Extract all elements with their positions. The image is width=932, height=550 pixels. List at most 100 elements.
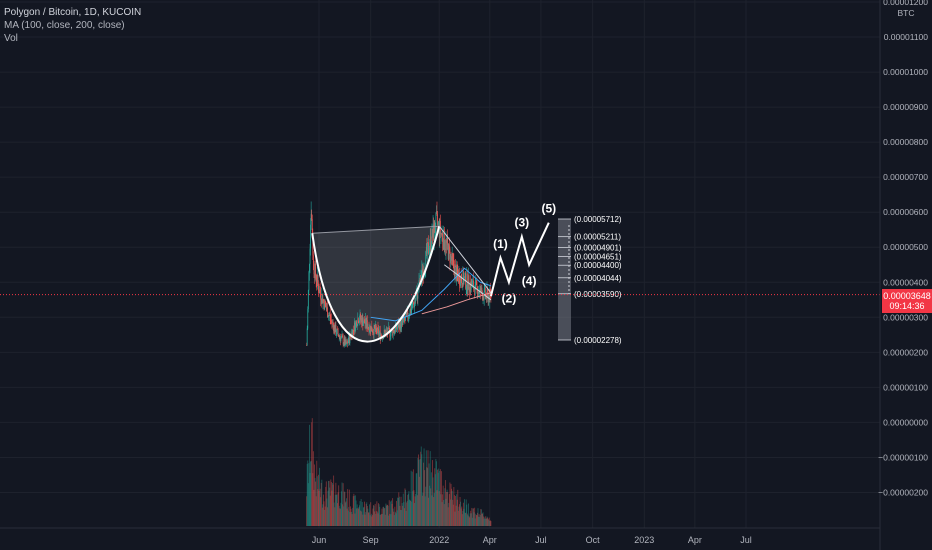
volume-bar <box>374 503 376 526</box>
candle-body <box>471 282 473 286</box>
time-axis[interactable]: Jun Sep 2022 Apr Jul Oct 2023 Apr Jul <box>0 527 880 545</box>
volume-bar <box>336 494 338 526</box>
candle-body <box>367 327 369 329</box>
volume-bar <box>451 490 453 526</box>
volume-bar <box>322 504 324 526</box>
volume-bar <box>410 470 412 526</box>
legend-ma-indicator[interactable]: MA (100, close, 200, close) <box>4 20 125 31</box>
candle-body <box>328 315 330 316</box>
volume-bar <box>315 481 317 526</box>
volume-bar <box>348 506 350 526</box>
current-price-value: 0.00003648 <box>883 290 931 301</box>
candle-body <box>462 271 464 285</box>
candle-body <box>306 328 308 346</box>
volume-bar <box>388 515 390 526</box>
candle-body <box>404 319 406 321</box>
wave-label: (5) <box>541 202 556 216</box>
candle-body <box>332 321 333 323</box>
volume-bar <box>359 501 361 526</box>
candle-body <box>473 288 475 289</box>
volume-bar <box>470 510 472 526</box>
candle-body <box>406 312 408 314</box>
candle-body <box>399 323 401 331</box>
volume-bar <box>399 505 401 526</box>
candle-body <box>433 224 435 240</box>
drawings-layer[interactable]: (1) (2) (3) (4) (5) <box>311 202 556 343</box>
volume-bar <box>420 446 422 526</box>
volume-bar <box>469 517 471 526</box>
volume-bar <box>455 505 457 526</box>
volume-bar <box>315 496 317 526</box>
volume-bar <box>369 504 371 526</box>
fib-level-label: (0.00004400) <box>574 261 622 270</box>
candle-body <box>489 289 491 302</box>
volume-bar <box>385 505 387 526</box>
candle-body <box>320 299 322 303</box>
candle-body <box>414 301 415 308</box>
volume-bar <box>449 482 451 526</box>
candle-body <box>374 325 376 329</box>
volume-bar <box>424 470 426 526</box>
candle-body <box>477 286 478 297</box>
volume-bar <box>457 510 459 526</box>
candle-body <box>355 321 357 323</box>
volume-bar <box>403 502 405 526</box>
candle-body <box>414 301 416 303</box>
candle-body <box>413 303 415 308</box>
volume-bar <box>394 506 396 526</box>
volume-bar <box>468 516 470 526</box>
volume-bar <box>346 498 347 526</box>
candle-body <box>355 322 356 331</box>
candle-body <box>327 317 329 318</box>
volume-bar <box>428 497 430 526</box>
candle-body <box>342 335 343 338</box>
candle-body <box>452 253 454 259</box>
volume-bar <box>366 506 368 526</box>
candle-body <box>366 320 368 327</box>
volume-bar <box>448 494 450 526</box>
volume-bar <box>461 514 463 526</box>
candle-body <box>487 288 488 293</box>
candle-body <box>328 315 329 318</box>
volume-bar <box>457 489 459 526</box>
volume-bar <box>411 471 413 526</box>
volume-bar <box>313 489 315 526</box>
legend-volume-indicator[interactable]: Vol <box>4 33 18 44</box>
volume-bar <box>437 469 438 526</box>
volume-bar <box>415 473 417 526</box>
candle-body <box>374 328 376 331</box>
candle-body <box>368 327 369 328</box>
candle-body <box>410 308 412 313</box>
candle-body <box>407 310 409 318</box>
candle-body <box>442 233 444 242</box>
volume-bar <box>466 504 468 526</box>
candle-body <box>356 325 358 328</box>
price-axis[interactable]: 0.00001200 0.00001100 0.00001000 0.00000900… <box>878 0 928 550</box>
volume-bar <box>373 505 375 526</box>
volume-bar <box>385 503 387 526</box>
wave-label: (2) <box>502 291 517 305</box>
legend-symbol-title[interactable]: Polygon / Bitcoin, 1D, KUCOIN <box>4 7 142 18</box>
candle-body <box>393 331 395 333</box>
volume-bar <box>317 489 319 526</box>
candle-body <box>307 309 309 329</box>
candle-body <box>478 291 480 294</box>
candle-body <box>458 273 460 282</box>
candle-body <box>380 334 382 337</box>
volume-bar <box>356 508 358 526</box>
volume-bar <box>388 500 390 526</box>
price-axis-label: 0.00000200 <box>883 347 928 357</box>
volume-bar <box>459 496 461 526</box>
candle-body <box>428 253 430 255</box>
candle-body <box>421 268 423 278</box>
volume-bar <box>321 507 323 526</box>
volume-bar <box>378 503 380 526</box>
candle-body <box>330 319 332 321</box>
volume-bar <box>397 497 399 526</box>
volume-bar <box>452 499 454 526</box>
candle-body <box>448 244 450 249</box>
candle-body <box>388 327 390 329</box>
volume-bar <box>456 499 458 526</box>
candle-body <box>465 286 467 289</box>
